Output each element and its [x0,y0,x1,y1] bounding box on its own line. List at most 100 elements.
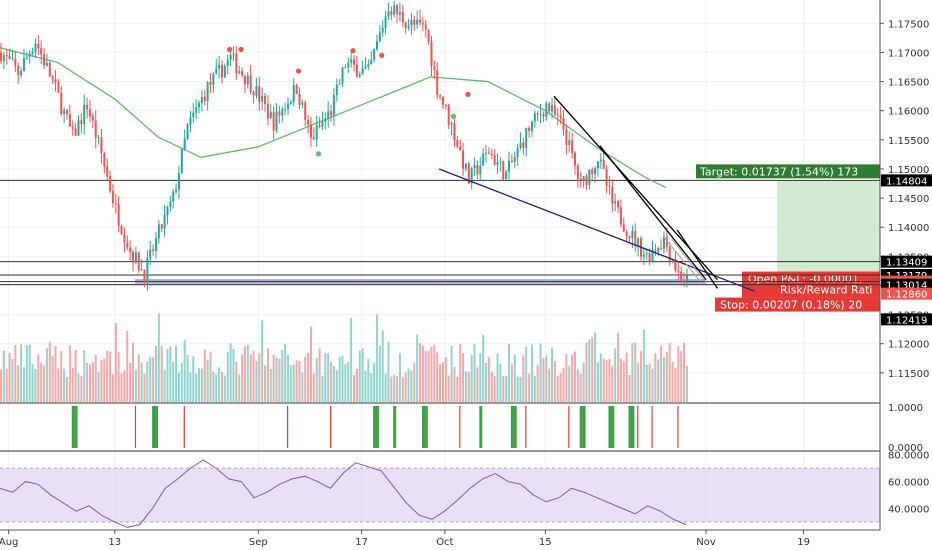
price-tick-label: 1.14500 [888,194,929,205]
volume-bar [25,345,28,402]
candle-body [522,142,525,148]
candle-body [100,137,103,154]
candle-body [17,66,20,76]
volume-bar [77,373,80,402]
volume-bar [195,373,198,402]
volume-bar [34,368,37,402]
candle-body [528,127,531,131]
volume-bar [5,368,8,402]
volume-bar [347,361,350,402]
target-label-box[interactable] [696,164,880,179]
volume-bar [539,343,542,402]
price-tick-label: 1.15000 [888,165,929,176]
price-tick-label: 1.16000 [888,107,929,118]
volume-bar [384,373,387,402]
trendline-grey[interactable] [662,235,701,282]
candle-body [398,11,401,15]
volume-bar [149,356,152,402]
volume-bar [530,344,533,402]
volume-bar [536,364,539,402]
candle-body [648,253,651,262]
volume-bar [289,365,292,402]
candle-body [152,249,155,251]
volume-bar [490,371,493,402]
candle-body [126,242,129,248]
candle-body [215,68,218,74]
volume-bar [370,372,373,402]
volume-bar [137,354,140,402]
candle-body [2,55,5,62]
candle-body [292,85,295,103]
volume-bar [140,362,143,402]
position-tool[interactable]: Target: 0.01737 (1.54%) 173 Open P&L: -0.… [696,164,880,312]
volume-bar [441,362,444,402]
candle-body [318,125,321,127]
date-tick-label: Nov [696,537,716,548]
volume-bar [390,376,393,402]
volume-bar [668,343,671,402]
candle-body [255,86,258,96]
volume-bar [683,342,686,402]
volume-bar [614,348,617,402]
signal-bar-red [525,406,527,448]
candle-body [198,102,201,108]
candle-body [614,201,617,204]
ma-line [0,47,667,189]
candle-body [120,226,123,235]
candle-body [269,112,272,119]
volume-bar [169,346,172,402]
volume-bar [373,362,376,402]
candle-body [212,73,215,86]
volume-bar [350,317,353,402]
candle-body [387,11,390,17]
candle-body [476,164,479,175]
volume-bar [433,344,436,402]
volume-bar [456,376,459,402]
trendlines[interactable] [438,95,756,292]
trendline[interactable] [438,168,756,292]
candle-body [645,253,648,255]
volume-bar [266,348,269,402]
candle-body [344,67,347,69]
volume-bar [261,320,264,402]
target-zone[interactable] [777,180,880,282]
stop-label-box[interactable] [715,297,880,312]
trendline[interactable] [599,145,707,281]
signal-marker [227,46,233,53]
candle-body [430,41,433,67]
volume-bar [74,350,77,402]
candle-body [594,168,597,175]
candle-body [617,201,620,208]
volume-bar [335,370,338,402]
candle-body [401,11,404,23]
candle-body [330,111,333,116]
horizontal-lines[interactable] [0,179,880,286]
candle-body [470,168,473,184]
volume-bar [485,362,488,402]
volume-bar [332,366,335,402]
volume-bar [660,345,663,402]
trendline[interactable] [676,229,719,289]
volume-bar [246,345,249,402]
candle-body [40,48,43,55]
candle-body [129,247,132,252]
volume-bar [579,373,582,402]
volume-bar [464,371,467,402]
markers [227,46,471,157]
date-tick-label: 13 [108,537,121,548]
trendline-grey[interactable] [671,238,707,283]
volume-bar [353,375,356,402]
volume-bar [594,332,597,402]
volume-bar [654,353,657,402]
volume-bar [20,344,23,402]
candle-body [565,129,568,145]
volume-bar [152,357,155,402]
volume-bar [120,373,123,402]
candle-body [505,171,508,180]
volume-bar [588,339,591,402]
candle-body [195,107,198,113]
date-tick-label: 15 [539,537,552,548]
volume-bar [54,346,57,402]
